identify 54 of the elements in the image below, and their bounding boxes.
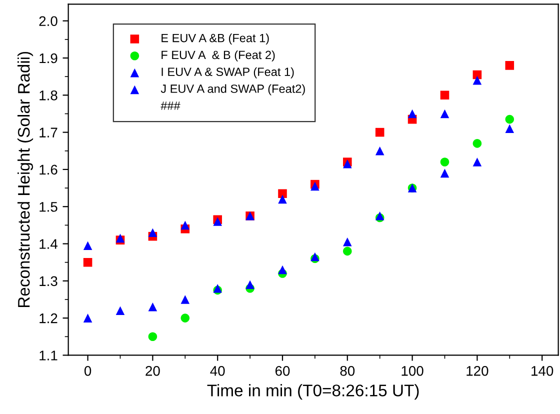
legend-label: F EUV A & B (Feat 2) (162, 50, 275, 62)
point (83, 258, 92, 267)
x-axis-title: Time in min (T0=8:26:15 UT) (207, 384, 419, 400)
point (116, 306, 125, 316)
point (472, 158, 482, 166)
y-tick-label: 1.2 (40, 313, 58, 324)
point (505, 61, 514, 70)
point (180, 314, 190, 322)
point (408, 109, 417, 118)
point (505, 114, 514, 124)
legend-label: J EUV A and SWAP (Feat2) (160, 84, 305, 96)
y-tick-label: 2.0 (39, 16, 58, 26)
x-tick-label: 40 (210, 366, 225, 376)
point (278, 189, 287, 198)
point (440, 90, 450, 100)
point (148, 332, 158, 342)
legend-label: E EUV A &B (Feat 1) (162, 34, 269, 45)
point (278, 194, 287, 204)
y-tick-label: 1.9 (40, 53, 58, 64)
point (246, 280, 254, 290)
point (180, 220, 190, 230)
point (180, 295, 190, 304)
point (505, 124, 514, 133)
point (440, 158, 450, 166)
legend-label: I EUV A & SWAP (Feat 1) (162, 67, 294, 78)
y-tick-label: 1.1 (40, 350, 58, 360)
y-tick-label: 1.3 (40, 276, 58, 286)
y-tick-label: 1.5 (40, 202, 58, 212)
point (472, 76, 482, 85)
x-tick-label: 100 (402, 366, 424, 376)
point (148, 302, 158, 312)
x-tick-label: 80 (340, 366, 355, 376)
x-tick-label: 120 (466, 366, 488, 376)
y-tick-label: 1.8 (40, 90, 58, 100)
x-tick-label: 20 (146, 366, 160, 376)
point (148, 228, 158, 238)
point (83, 314, 92, 322)
point (375, 128, 384, 137)
y-tick-label: 1.4 (40, 239, 58, 249)
x-tick-label: 0 (84, 366, 92, 376)
point (375, 146, 384, 156)
y-tick-label: 1.6 (40, 164, 58, 175)
annotation: ### (160, 102, 180, 110)
point (440, 109, 450, 118)
point (83, 241, 92, 250)
y-tick-label: 1.7 (40, 128, 58, 138)
point (278, 265, 287, 274)
point (343, 246, 352, 256)
point (440, 168, 450, 178)
x-tick-label: 140 (532, 366, 554, 376)
point (343, 238, 352, 246)
x-tick-label: 60 (275, 366, 290, 376)
point (472, 139, 482, 148)
y-axis-title: Reconstructed Height (Solar Radii) (18, 52, 34, 308)
